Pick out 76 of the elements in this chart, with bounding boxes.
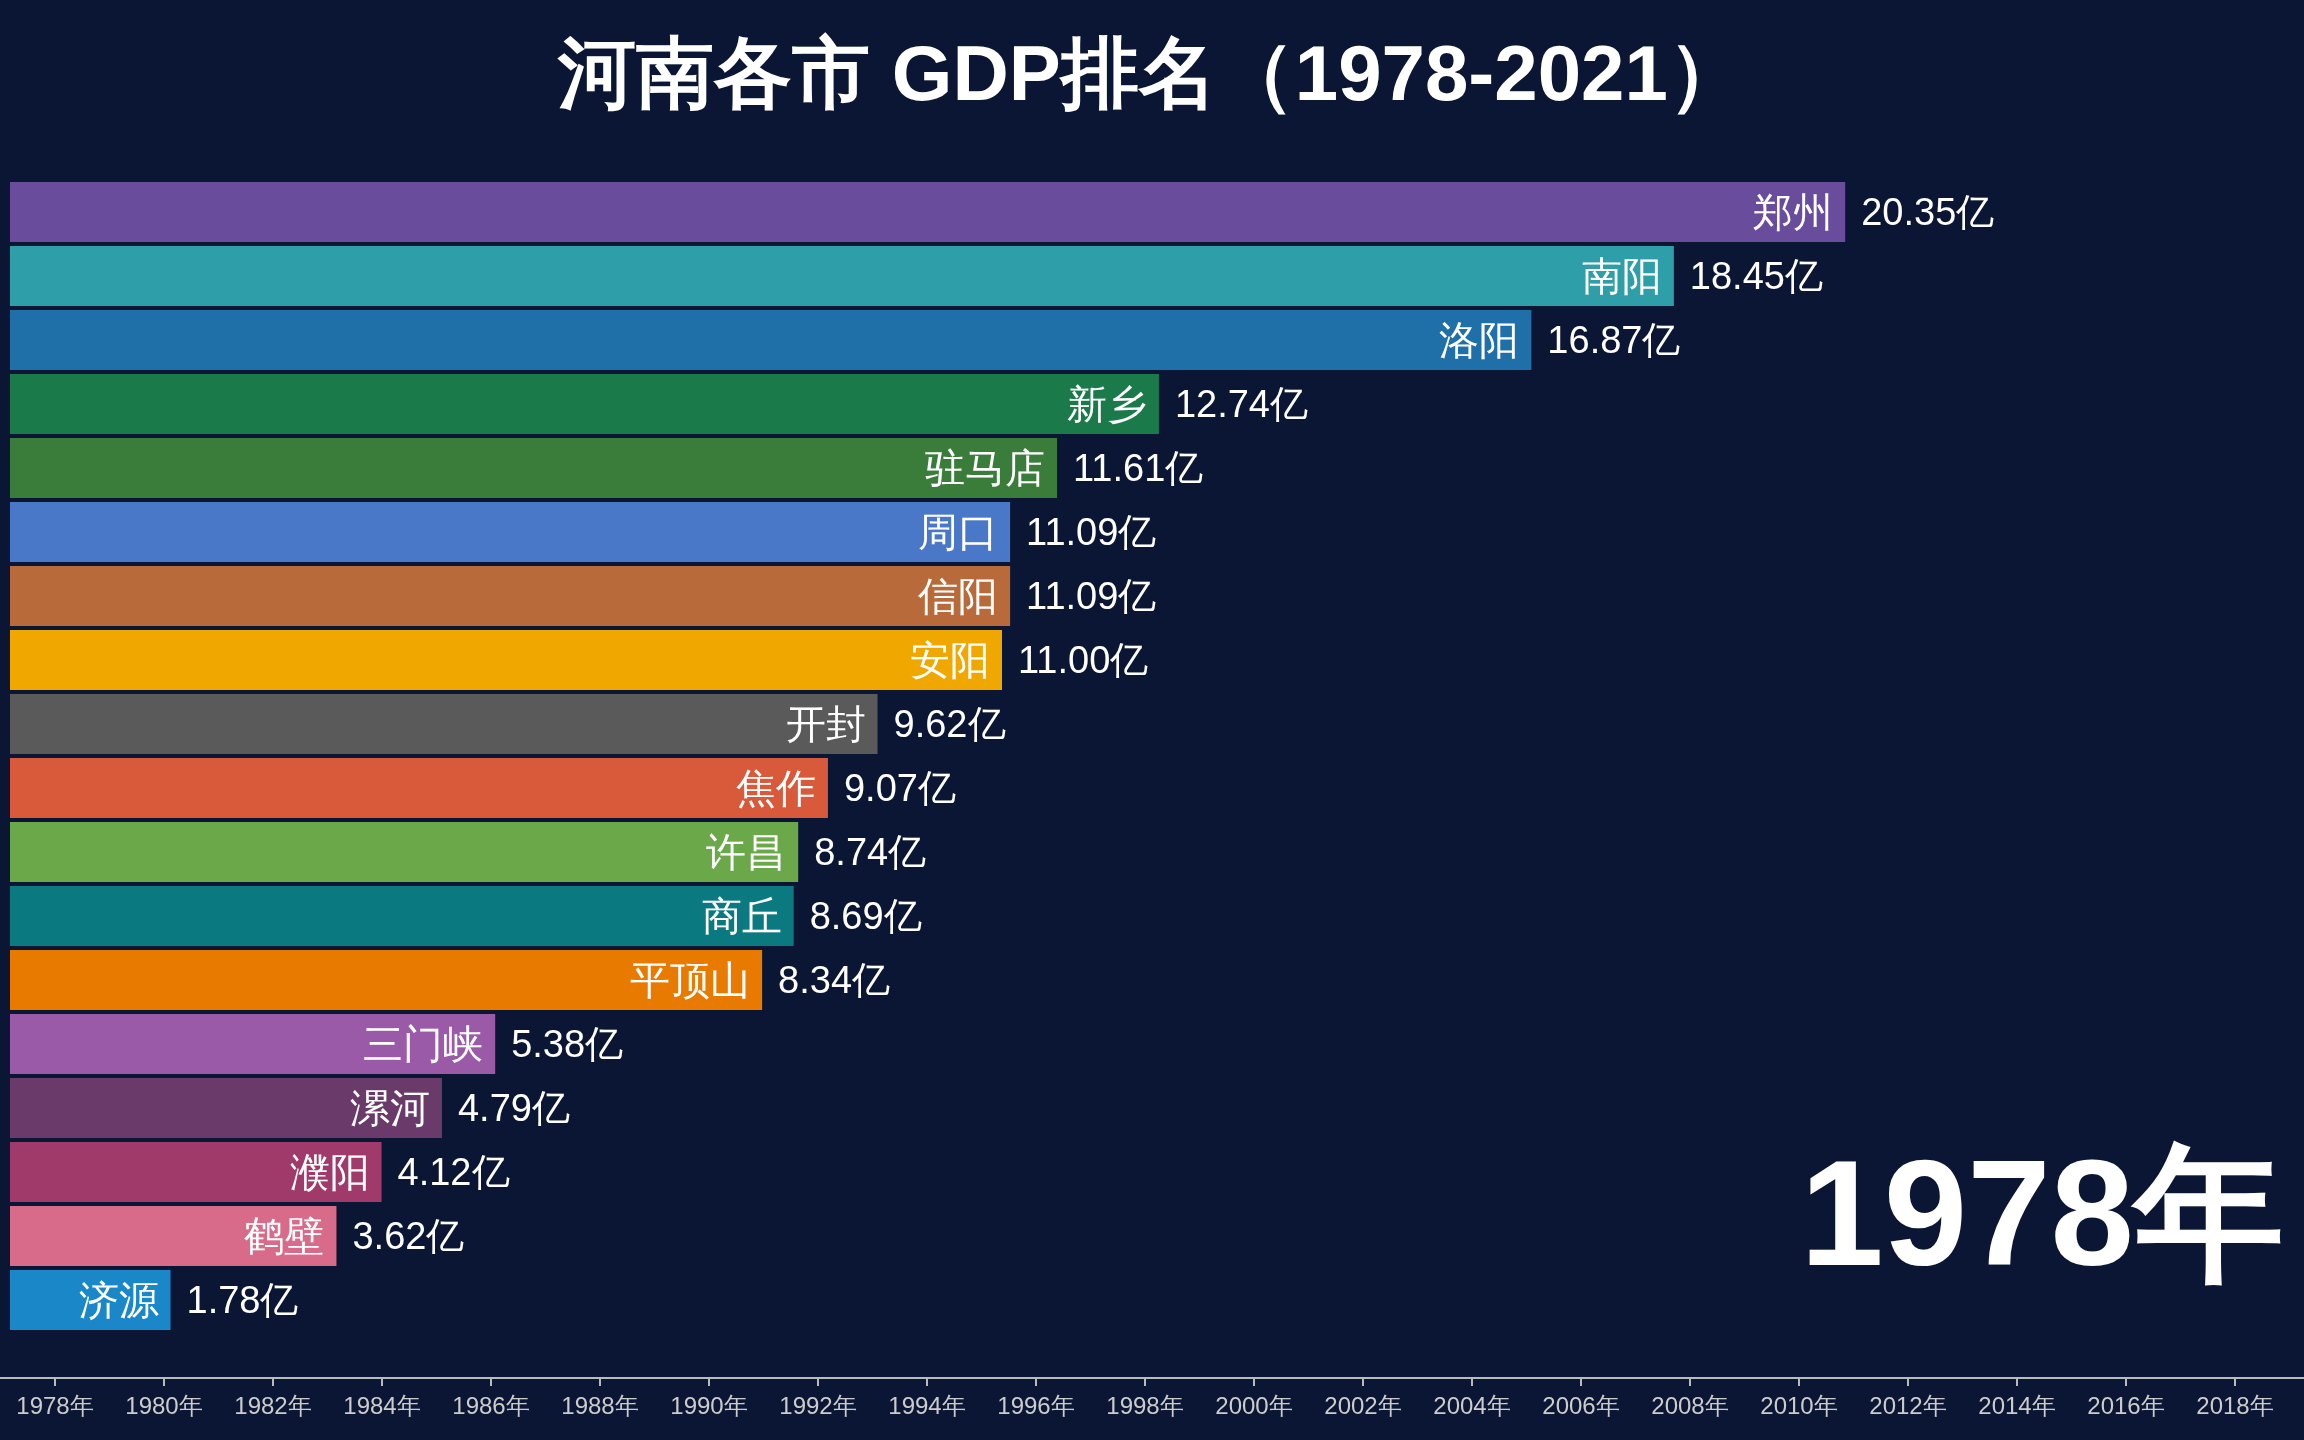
text: 2018年 bbox=[2196, 1392, 2274, 1419]
bar bbox=[10, 886, 794, 946]
y-tick-label: 三门峡 bbox=[363, 1022, 484, 1066]
y-tick-label: 开封 bbox=[785, 702, 866, 746]
y-tick-label: 安阳 bbox=[910, 638, 990, 682]
y-tick-label: 周口 bbox=[918, 510, 999, 554]
text: 1998年 bbox=[1106, 1392, 1184, 1419]
data-label: 11.09亿 bbox=[1026, 511, 1157, 553]
chart-title: 河南各市 GDP排名（1978-2021） bbox=[557, 29, 1746, 117]
text: 2010年 bbox=[1760, 1392, 1838, 1419]
y-tick-label: 平顶山 bbox=[630, 958, 751, 1002]
text: 1994年 bbox=[888, 1392, 966, 1419]
bar bbox=[10, 438, 1058, 498]
bar bbox=[10, 566, 1011, 626]
text: 2006年 bbox=[1542, 1392, 1620, 1419]
y-tick-label: 济源 bbox=[78, 1278, 159, 1322]
data-label: 20.35亿 bbox=[1861, 191, 1995, 233]
y-tick-label: 濮阳 bbox=[289, 1150, 370, 1194]
bar bbox=[10, 630, 1002, 690]
bar bbox=[10, 246, 1674, 306]
text: 2004年 bbox=[1433, 1392, 1511, 1419]
text: 2012年 bbox=[1869, 1392, 1947, 1419]
bar bbox=[10, 310, 1532, 370]
data-label: 11.09亿 bbox=[1026, 575, 1157, 617]
data-label: 8.74亿 bbox=[814, 831, 927, 873]
y-tick-label: 漯河 bbox=[349, 1086, 430, 1130]
text: 1992年 bbox=[779, 1392, 857, 1419]
text: 1980年 bbox=[125, 1392, 203, 1419]
annotation: 1978年 bbox=[1800, 1129, 2284, 1297]
bar bbox=[10, 822, 799, 882]
data-label: 16.87亿 bbox=[1547, 319, 1681, 361]
text: 1988年 bbox=[561, 1392, 639, 1419]
y-tick-label: 郑州 bbox=[1753, 190, 1834, 234]
data-label: 3.62亿 bbox=[352, 1215, 465, 1257]
y-tick-label: 洛阳 bbox=[1439, 318, 1520, 362]
text: 1986年 bbox=[452, 1392, 530, 1419]
bar bbox=[10, 374, 1159, 434]
y-tick-label: 南阳 bbox=[1581, 254, 1662, 298]
bar bbox=[10, 950, 763, 1010]
bar bbox=[10, 182, 1846, 242]
text: 1982年 bbox=[234, 1392, 312, 1419]
data-label: 4.79亿 bbox=[457, 1087, 570, 1129]
bar bbox=[10, 758, 828, 818]
y-tick-label: 信阳 bbox=[918, 574, 999, 618]
data-label: 11.61亿 bbox=[1073, 447, 1204, 489]
data-label: 4.12亿 bbox=[397, 1151, 510, 1193]
text: 2008年 bbox=[1651, 1392, 1729, 1419]
y-tick-label: 驻马店 bbox=[925, 446, 1046, 490]
data-label: 1.78亿 bbox=[186, 1279, 299, 1321]
bar bbox=[10, 1142, 382, 1202]
text: 1984年 bbox=[343, 1392, 421, 1419]
bar bbox=[10, 1206, 337, 1266]
data-label: 9.07亿 bbox=[843, 767, 956, 809]
text: 2016年 bbox=[2087, 1392, 2165, 1419]
bar bbox=[10, 1078, 442, 1138]
y-tick-label: 焦作 bbox=[735, 766, 816, 810]
bar bbox=[10, 694, 878, 754]
data-label: 9.62亿 bbox=[893, 703, 1006, 745]
text: 2000年 bbox=[1215, 1392, 1293, 1419]
data-label: 5.38亿 bbox=[511, 1023, 624, 1065]
y-tick-label: 新乡 bbox=[1066, 382, 1147, 426]
data-label: 8.69亿 bbox=[809, 895, 922, 937]
y-tick-label: 许昌 bbox=[706, 830, 787, 874]
data-label: 8.34亿 bbox=[778, 959, 891, 1001]
text: 1990年 bbox=[670, 1392, 748, 1419]
text: 2014年 bbox=[1978, 1392, 2056, 1419]
text: 1978年 bbox=[16, 1392, 94, 1419]
data-label: 11.00亿 bbox=[1018, 639, 1149, 681]
text: 1996年 bbox=[997, 1392, 1075, 1419]
y-tick-label: 鹤壁 bbox=[244, 1214, 325, 1258]
data-label: 18.45亿 bbox=[1689, 255, 1823, 297]
text: 2002年 bbox=[1324, 1392, 1402, 1419]
bar bbox=[10, 502, 1011, 562]
data-label: 12.74亿 bbox=[1174, 383, 1309, 425]
bar bbox=[10, 1014, 496, 1074]
y-tick-label: 商丘 bbox=[701, 894, 782, 938]
